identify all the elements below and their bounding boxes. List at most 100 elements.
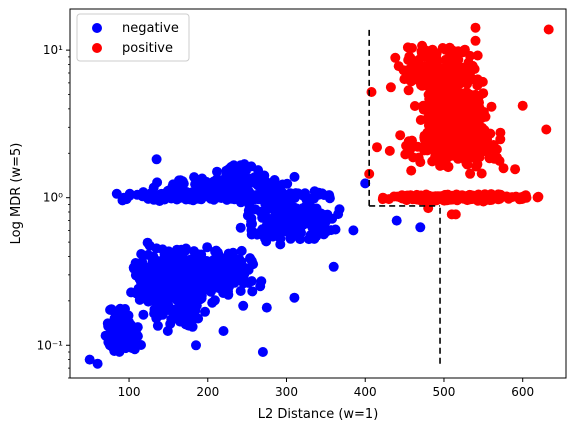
legend-label-positive: positive xyxy=(122,41,173,56)
scatter-point-negative xyxy=(229,276,240,287)
scatter-point-positive xyxy=(402,42,413,53)
scatter-point-positive xyxy=(452,105,463,116)
scatter-point-positive xyxy=(444,42,455,53)
scatter-point-negative xyxy=(168,179,179,190)
scatter-point-negative xyxy=(112,339,123,349)
x-tick-label: 100 xyxy=(118,385,141,399)
scatter-point-negative xyxy=(199,264,210,275)
scatter-point-positive xyxy=(420,104,431,115)
scatter-point-negative xyxy=(165,304,176,315)
scatter-point-negative xyxy=(289,171,300,182)
scatter-point-positive xyxy=(427,192,438,203)
scatter-point-positive xyxy=(424,78,435,89)
legend-marker-positive xyxy=(92,43,102,53)
x-tick-label: 300 xyxy=(275,385,298,399)
scatter-point-positive xyxy=(454,143,465,154)
scatter-point-positive xyxy=(470,22,481,33)
scatter-point-positive xyxy=(395,130,406,141)
scatter-point-negative xyxy=(111,188,122,199)
scatter-point-positive xyxy=(533,191,544,202)
scatter-point-positive xyxy=(476,168,487,179)
scatter-point-negative xyxy=(147,295,158,306)
x-tick-label: 200 xyxy=(196,385,219,399)
scatter-point-negative xyxy=(261,302,272,313)
scatter-point-negative xyxy=(183,320,194,331)
scatter-point-negative xyxy=(313,187,324,198)
scatter-point-negative xyxy=(196,293,207,304)
scatter-point-negative xyxy=(235,286,246,296)
scatter-point-positive xyxy=(440,68,451,79)
scatter-point-negative xyxy=(172,275,183,286)
scatter-point-negative xyxy=(177,252,188,263)
scatter-point-negative xyxy=(257,224,268,235)
scatter-point-positive xyxy=(377,194,388,205)
scatter-point-negative xyxy=(143,249,154,260)
scatter-point-negative xyxy=(189,172,200,183)
scatter-point-positive xyxy=(431,55,442,66)
scatter-point-negative xyxy=(197,285,208,295)
y-tick-label: 10¹ xyxy=(43,43,63,57)
scatter-point-negative xyxy=(268,227,279,238)
scatter-point-negative xyxy=(84,354,95,365)
scatter-point-negative xyxy=(103,321,114,332)
scatter-point-negative xyxy=(164,251,175,262)
scatter-point-negative xyxy=(180,189,191,199)
scatter-point-positive xyxy=(389,191,399,202)
scatter-point-positive xyxy=(510,164,521,175)
scatter-point-negative xyxy=(137,256,148,267)
scatter-point-negative xyxy=(215,260,226,271)
scatter-point-negative xyxy=(198,175,209,186)
scatter-point-positive xyxy=(418,191,428,202)
scatter-point-positive xyxy=(457,47,468,58)
scatter-point-positive xyxy=(472,74,483,85)
scatter-point-negative xyxy=(330,224,341,235)
scatter-point-positive xyxy=(543,24,554,35)
scatter-point-positive xyxy=(456,68,467,79)
scatter-point-positive xyxy=(439,112,450,123)
scatter-point-positive xyxy=(467,60,478,71)
scatter-point-negative xyxy=(303,234,314,245)
scatter-point-negative xyxy=(260,206,271,217)
scatter-point-negative xyxy=(138,309,149,320)
scatter-point-negative xyxy=(138,187,149,198)
scatter-point-negative xyxy=(119,317,129,328)
threshold-lines xyxy=(368,28,441,364)
scatter-point-negative xyxy=(128,262,139,273)
scatter-point-negative xyxy=(160,188,171,198)
scatter-point-positive xyxy=(489,191,500,202)
scatter-point-positive xyxy=(481,190,492,201)
scatter-point-negative xyxy=(360,178,371,189)
scatter-point-negative xyxy=(269,175,280,185)
scatter-point-negative xyxy=(246,161,257,172)
scatter-point-negative xyxy=(218,326,229,336)
scatter-point-positive xyxy=(403,136,414,147)
scatter-point-positive xyxy=(462,78,473,89)
scatter-point-negative xyxy=(193,193,204,204)
scatter-point-negative xyxy=(149,306,160,317)
scatter-point-negative xyxy=(92,358,103,369)
legend: negative positive xyxy=(76,13,190,62)
scatter-point-positive xyxy=(435,148,446,159)
scatter-point-positive xyxy=(486,101,497,112)
scatter-point-positive xyxy=(449,78,460,89)
scatter-point-negative xyxy=(238,300,249,311)
scatter-point-positive xyxy=(431,48,442,59)
scatter-point-negative xyxy=(236,245,247,256)
scatter-point-negative xyxy=(289,292,300,303)
x-tick-label: 600 xyxy=(511,385,534,399)
scatter-point-positive xyxy=(385,82,396,93)
scatter-point-positive xyxy=(469,106,480,116)
scatter-point-positive xyxy=(400,194,411,204)
scatter-point-positive xyxy=(415,157,426,168)
scatter-point-negative xyxy=(221,253,232,264)
scatter-point-positive xyxy=(465,168,476,179)
legend-box xyxy=(76,13,190,62)
scatter-point-negative xyxy=(212,166,222,177)
scatter-point-negative xyxy=(287,193,298,204)
x-tick-label: 400 xyxy=(354,385,377,399)
scatter-point-negative xyxy=(328,261,339,272)
scatter-point-positive xyxy=(492,152,503,163)
scatter-point-negative xyxy=(144,267,155,278)
series-negative xyxy=(84,154,426,369)
scatter-point-negative xyxy=(246,213,257,224)
